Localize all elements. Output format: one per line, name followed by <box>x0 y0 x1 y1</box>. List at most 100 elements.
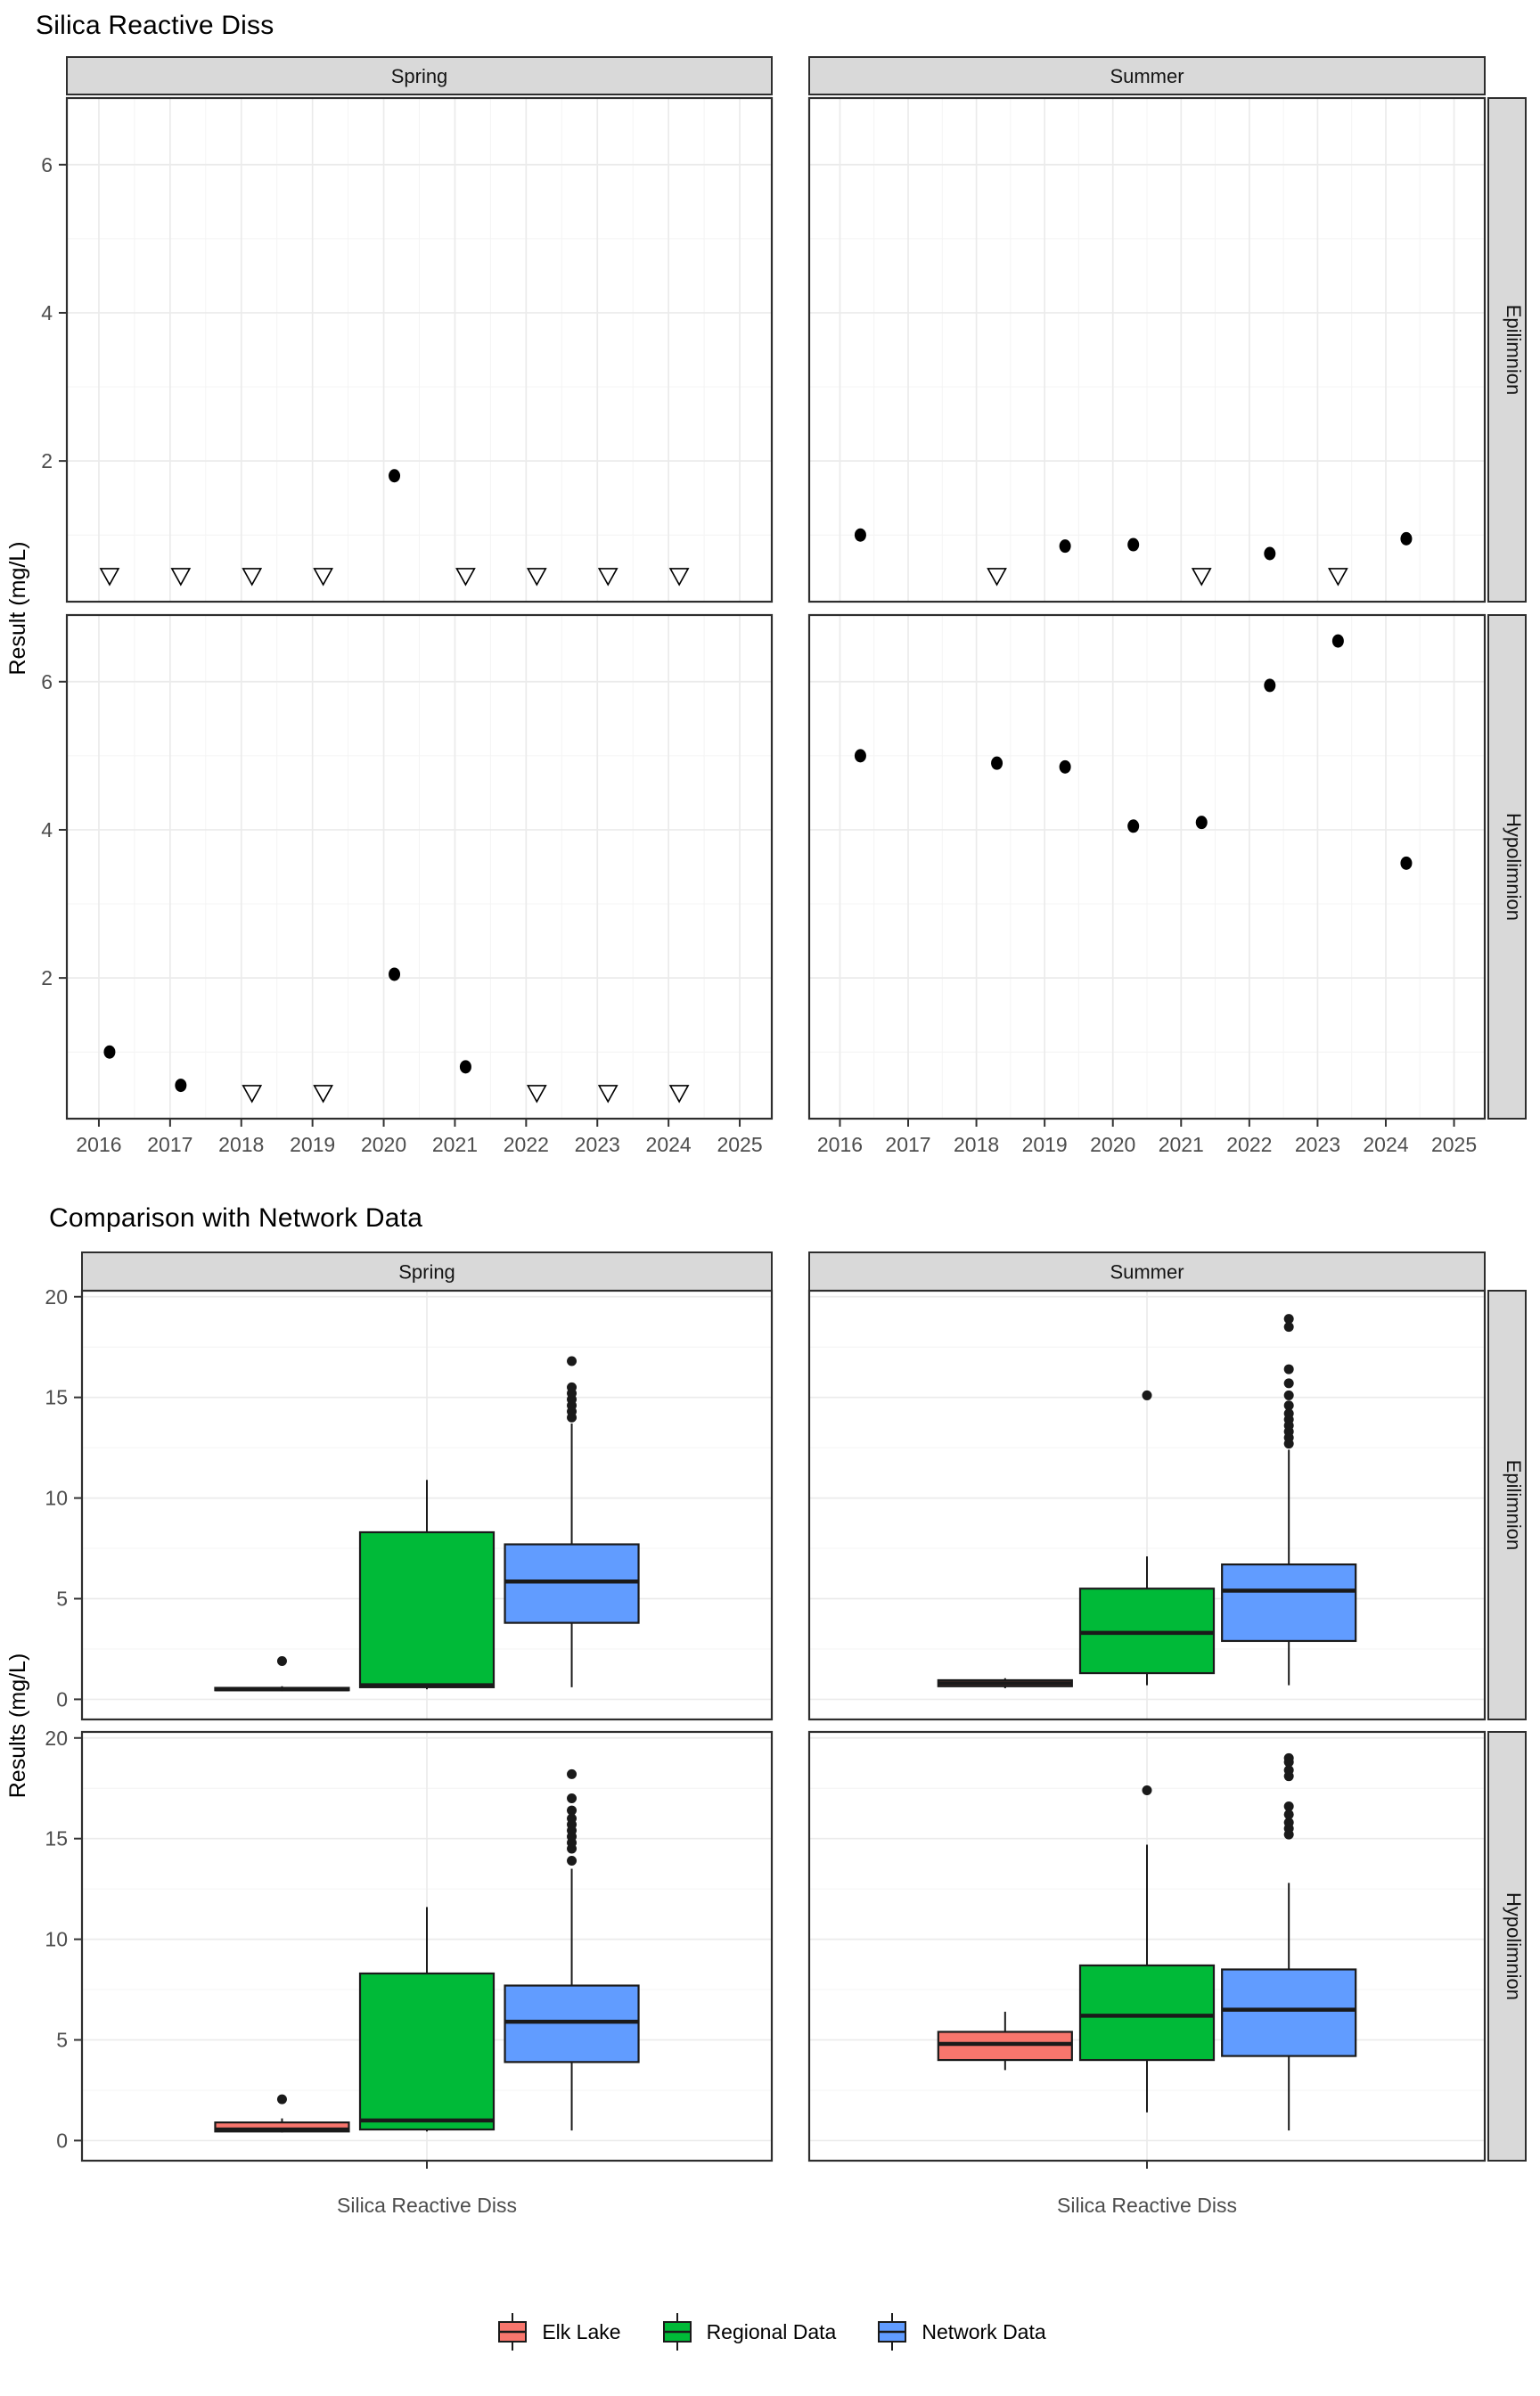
scatter-chart-title: Silica Reactive Diss <box>36 11 274 40</box>
box-iqr <box>937 2031 1073 2062</box>
y-axis-tick-label: 5 <box>56 1588 68 1611</box>
col-facet-label: Spring <box>398 1261 455 1284</box>
data-point <box>854 528 866 542</box>
legend-item-network-data: Network Data <box>873 2310 1046 2353</box>
boxplot-regional-data <box>358 1907 496 2132</box>
col-facet-label: Summer <box>1110 1261 1184 1284</box>
data-point <box>854 749 866 763</box>
data-point <box>1264 546 1276 561</box>
boxplot-regional-data <box>1078 1390 1216 1686</box>
box-iqr <box>1221 1563 1357 1643</box>
nondetect-triangle-marker <box>313 568 333 587</box>
nondetect-triangle-marker <box>455 568 476 587</box>
y-axis-tick-label: 20 <box>45 1285 68 1309</box>
y-axis-tick-label: 6 <box>41 153 53 176</box>
data-point <box>1059 539 1071 554</box>
nondetect-triangle-marker <box>1328 568 1348 587</box>
outlier-point <box>567 1813 578 1824</box>
x-axis-tick-label: 2018 <box>954 1133 999 1156</box>
x-axis-tick-label: 2019 <box>1022 1133 1068 1156</box>
x-axis-tick-label: 2020 <box>1090 1133 1135 1156</box>
y-axis-tick-label: 10 <box>45 1928 68 1951</box>
col-facet-strip-summer <box>808 1251 1486 1292</box>
outlier-point <box>1283 1314 1294 1325</box>
x-axis-category-label: Silica Reactive Diss <box>337 2194 517 2217</box>
boxplot-legend: Elk Lake Regional Data Network Data <box>0 2310 1540 2353</box>
row-facet-label: Epilimnion <box>1503 1460 1525 1551</box>
data-point <box>389 967 401 981</box>
panel-border <box>80 1289 774 1721</box>
x-axis-tick-label: 2021 <box>432 1133 478 1156</box>
nondetect-triangle-marker <box>170 568 192 587</box>
data-point <box>1059 759 1071 774</box>
x-axis-tick-label: 2024 <box>1363 1133 1408 1156</box>
boxplot-network-data <box>504 1356 640 1687</box>
x-axis-category-label: Silica Reactive Diss <box>1057 2194 1237 2217</box>
data-point <box>991 756 1003 770</box>
boxplot-network-data <box>1221 1752 1357 2131</box>
panel-border <box>807 1289 1487 1721</box>
box-iqr <box>504 1984 640 2064</box>
x-axis-tick-label: 2022 <box>1226 1133 1272 1156</box>
y-axis-title: Results (mg/L) <box>5 1653 30 1799</box>
outlier-point <box>1283 1390 1294 1400</box>
y-axis-tick-label: 5 <box>56 2029 68 2052</box>
nondetect-triangle-marker <box>597 1085 618 1104</box>
row-facet-strip-epilimnion <box>1487 1290 1527 1720</box>
boxplot-elk-lake <box>214 1656 350 1692</box>
row-facet-strip-hypolimnion <box>1487 614 1527 1120</box>
legend-key-boxplot-glyph <box>878 2313 907 2351</box>
y-axis-tick-label: 6 <box>41 670 53 693</box>
outlier-point <box>1283 1818 1294 1828</box>
outlier-point <box>1283 1378 1294 1389</box>
col-facet-strip-summer <box>808 56 1486 95</box>
outlier-point <box>567 1356 578 1366</box>
legend-label: Network Data <box>922 2319 1046 2343</box>
row-facet-label: Hypolimnion <box>1503 1892 1525 2000</box>
y-axis-tick-label: 20 <box>45 1727 68 1750</box>
data-point <box>1400 856 1413 870</box>
col-facet-strip-spring <box>81 1251 773 1292</box>
boxplot-chart-title: Comparison with Network Data <box>49 1203 423 1233</box>
data-point <box>1127 537 1140 552</box>
y-axis-tick-label: 10 <box>45 1487 68 1510</box>
outlier-point <box>1283 1801 1294 1812</box>
col-facet-label: Spring <box>391 65 448 87</box>
panel-border <box>807 613 1487 1120</box>
outlier-point <box>567 1793 578 1804</box>
x-axis-tick-label: 2019 <box>290 1133 335 1156</box>
data-point <box>389 469 401 483</box>
row-facet-strip-epilimnion <box>1487 97 1527 603</box>
x-axis-tick-label: 2021 <box>1159 1133 1204 1156</box>
nondetect-triangle-marker <box>597 568 618 587</box>
outlier-point <box>1142 1785 1152 1795</box>
legend-label: Regional Data <box>706 2319 837 2343</box>
y-axis-tick-label: 4 <box>41 301 53 324</box>
outlier-point <box>276 2094 287 2105</box>
box-iqr <box>1221 1968 1357 2057</box>
outlier-point <box>1283 1400 1294 1411</box>
outlier-point <box>567 1768 578 1779</box>
legend-label: Elk Lake <box>542 2319 621 2343</box>
col-facet-strip-spring <box>66 56 773 95</box>
y-axis-tick-label: 0 <box>56 2129 68 2152</box>
x-axis-tick-label: 2025 <box>717 1133 762 1156</box>
y-axis-tick-label: 15 <box>45 1827 68 1850</box>
outlier-point <box>1283 1408 1294 1419</box>
panel-border <box>807 96 1487 603</box>
data-point <box>1264 678 1276 693</box>
x-axis-tick-label: 2022 <box>504 1133 549 1156</box>
boxplot-elk-lake <box>214 2094 350 2133</box>
nondetect-triangle-marker <box>1191 568 1212 587</box>
data-point <box>1331 634 1344 648</box>
box-iqr <box>358 1530 496 1688</box>
nondetect-triangle-marker <box>987 568 1007 587</box>
boxplot-network-data <box>504 1768 640 2131</box>
box-iqr <box>504 1543 640 1624</box>
box-iqr <box>214 2121 350 2133</box>
data-point <box>1195 816 1208 830</box>
panel-border <box>65 613 774 1120</box>
col-facet-label: Summer <box>1110 65 1184 87</box>
outlier-point <box>1283 1322 1294 1333</box>
